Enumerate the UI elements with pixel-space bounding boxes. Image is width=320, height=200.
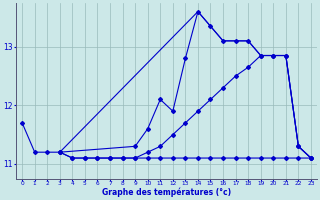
X-axis label: Graphe des températures (°c): Graphe des températures (°c) — [102, 188, 231, 197]
